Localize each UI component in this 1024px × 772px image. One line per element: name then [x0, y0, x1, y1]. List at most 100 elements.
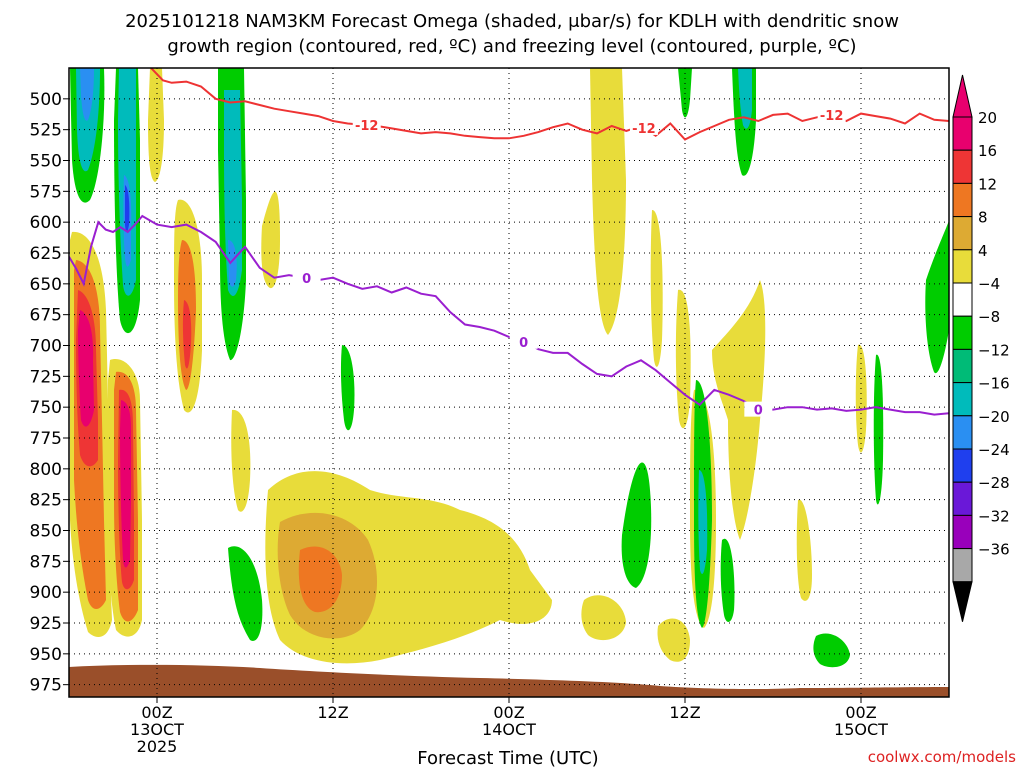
omega-region-teal: [738, 68, 752, 129]
contour-label: 0: [519, 336, 528, 351]
y-tick-label: 600: [30, 213, 62, 233]
y-tick-label: 900: [30, 583, 62, 603]
colorbar-swatch: [952, 415, 973, 450]
colorbar-swatch: [952, 216, 973, 251]
y-tick-label: 925: [30, 614, 62, 634]
y-tick-label: 875: [30, 552, 62, 572]
omega-region-yellow: [675, 289, 691, 429]
colorbar-swatch: [952, 315, 973, 350]
y-tick-label: 625: [30, 244, 62, 264]
y-tick-label: 750: [30, 398, 62, 418]
terrain: [69, 664, 949, 697]
contour-line-freezing-level: [69, 214, 949, 416]
omega-region-magenta: [120, 400, 131, 568]
colorbar-label: −28: [978, 474, 1010, 492]
y-axis: 500 525 550 575 600 625 650 675 700 725 750 775 800 8…: [30, 90, 69, 696]
omega-region-green: [228, 546, 263, 641]
colorbar-swatch: [952, 514, 973, 550]
colorbar-label: −20: [978, 408, 1010, 426]
colorbar-label: −36: [978, 541, 1010, 559]
y-tick-label: 725: [30, 367, 62, 387]
y-tick-label: 525: [30, 121, 62, 141]
grid-lines: [69, 68, 949, 697]
omega-region-darkblue: [125, 185, 130, 233]
omega-region-blue: [80, 68, 94, 121]
omega-region-yellow: [581, 595, 626, 641]
omega-region-yellow: [657, 618, 690, 662]
x-tick-label: 14OCT: [482, 720, 536, 739]
contour-label-bg: [817, 106, 846, 122]
colorbar-swatch: [952, 548, 973, 583]
y-tick-label: 975: [30, 676, 62, 696]
colorbar-label: 4: [978, 242, 988, 260]
x-tick-label: 13OCT: [130, 720, 184, 739]
contour-label: 0: [754, 404, 763, 419]
omega-region-green: [678, 68, 692, 118]
colorbar-label: −16: [978, 375, 1010, 393]
omega-region-green: [340, 345, 355, 431]
colorbar-label: −24: [978, 441, 1010, 459]
omega-region-yellow: [712, 280, 766, 540]
omega-shading: [69, 68, 949, 697]
x-tick-label: 00Z: [141, 703, 172, 722]
omega-region-yellow: [650, 209, 663, 367]
omega-region-green: [873, 354, 884, 505]
chart-title-line2: growth region (contoured, red, ºC) and f…: [167, 36, 856, 57]
contour-label: 0: [302, 272, 311, 287]
y-tick-label: 575: [30, 182, 62, 202]
y-tick-label: 950: [30, 645, 62, 665]
contour-lines: -12 -12 -12 0 0 0: [69, 68, 949, 419]
colorbar-legend: 20 16 12 8 4 −4 −8 −12 −16 −20 −24 −28 −32 −36: [952, 74, 1010, 622]
y-tick-label: 775: [30, 429, 62, 449]
y-tick-label: 675: [30, 306, 62, 326]
omega-region-yellow: [590, 68, 626, 335]
colorbar-swatch: [952, 116, 973, 151]
colorbar-swatch: [952, 249, 973, 284]
omega-region-red: [182, 300, 192, 369]
omega-region-yellow: [231, 409, 251, 512]
contour-label: -12: [820, 109, 844, 124]
colorbar-label: −4: [978, 275, 1000, 293]
colorbar-label: −12: [978, 341, 1010, 359]
x-tick-label: 12Z: [317, 703, 348, 722]
x-tick-label: 15OCT: [834, 720, 888, 739]
colorbar-top-arrow: [952, 74, 973, 118]
x-tick-label: 00Z: [845, 703, 876, 722]
colorbar-swatch: [952, 282, 973, 317]
colorbar-swatch: [952, 382, 973, 417]
credit-text: coolwx.com/models: [868, 748, 1016, 766]
contour-label-bg: [744, 401, 773, 417]
y-tick-label: 500: [30, 90, 62, 110]
colorbar-swatch: [952, 348, 973, 384]
omega-region-yellow: [261, 191, 280, 289]
contour-label-bg: [292, 270, 321, 286]
contour-label-bg: [509, 333, 538, 349]
x-tick-label: 2025: [137, 737, 178, 756]
omega-region-green: [621, 462, 652, 588]
contour-label: -12: [632, 122, 656, 137]
y-tick-label: 550: [30, 152, 62, 172]
colorbar-label: 20: [978, 109, 997, 127]
omega-region-green: [720, 538, 735, 622]
omega-region-yellow: [796, 499, 812, 601]
omega-region-orange: [298, 546, 342, 613]
omega-region-green: [925, 220, 949, 374]
omega-region-yellow: [148, 68, 164, 182]
y-tick-label: 850: [30, 522, 62, 542]
y-tick-label: 650: [30, 275, 62, 295]
y-tick-label: 800: [30, 460, 62, 480]
x-axis-label: Forecast Time (UTC): [417, 748, 598, 768]
colorbar-swatch: [952, 149, 973, 184]
omega-region-blue: [228, 240, 237, 287]
colorbar-label: 8: [978, 209, 988, 227]
colorbar-label: 16: [978, 142, 997, 160]
omega-region-magenta: [78, 310, 94, 427]
colorbar-label: −8: [978, 308, 1000, 326]
x-tick-label: 12Z: [669, 703, 700, 722]
contour-label: -12: [355, 119, 379, 134]
y-tick-label: 825: [30, 491, 62, 511]
omega-region-teal: [698, 470, 708, 574]
